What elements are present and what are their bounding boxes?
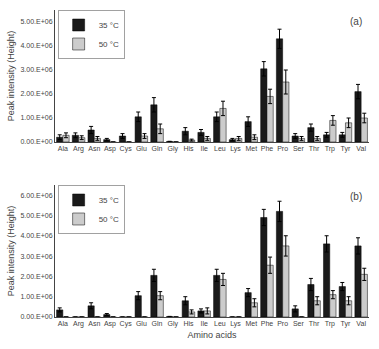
svg-text:Trp: Trp (325, 320, 335, 328)
svg-text:Thr: Thr (309, 320, 320, 327)
svg-text:Ser: Ser (293, 145, 305, 152)
svg-text:3.00.E+06: 3.00.E+06 (20, 66, 52, 73)
svg-text:Lys: Lys (230, 145, 241, 153)
svg-text:Gln: Gln (152, 320, 163, 327)
svg-text:Met: Met (245, 145, 257, 152)
svg-text:Cys: Cys (120, 320, 133, 328)
svg-text:Ile: Ile (200, 145, 208, 152)
svg-text:Thr: Thr (309, 145, 320, 152)
svg-text:3.00.E+06: 3.00.E+06 (20, 253, 52, 260)
svg-text:Arg: Arg (73, 145, 84, 153)
svg-text:Ser: Ser (293, 320, 305, 327)
svg-text:4.00.E+06: 4.00.E+06 (20, 232, 52, 239)
svg-text:35 °C: 35 °C (99, 196, 119, 205)
svg-text:Ala: Ala (58, 320, 68, 327)
svg-text:Glu: Glu (136, 145, 147, 152)
svg-text:Asp: Asp (104, 145, 116, 153)
svg-text:Arg: Arg (73, 320, 84, 328)
svg-text:(a): (a) (350, 16, 362, 27)
svg-text:Ala: Ala (58, 145, 68, 152)
svg-text:50 °C: 50 °C (99, 215, 119, 224)
svg-text:Val: Val (356, 145, 366, 152)
svg-text:0.00.E+00: 0.00.E+00 (20, 313, 52, 320)
svg-text:His: His (183, 320, 194, 327)
svg-text:2.00.E+06: 2.00.E+06 (20, 90, 52, 97)
svg-text:50 °C: 50 °C (99, 40, 119, 49)
svg-text:Val: Val (356, 320, 366, 327)
svg-text:Cys: Cys (120, 145, 133, 153)
svg-text:Leu: Leu (214, 145, 226, 152)
svg-text:35 °C: 35 °C (99, 21, 119, 30)
svg-text:Tyr: Tyr (341, 320, 351, 328)
svg-text:5.00.E+06: 5.00.E+06 (20, 18, 52, 25)
svg-text:Peak intensity (Height): Peak intensity (Height) (6, 206, 16, 297)
svg-text:2.00.E+06: 2.00.E+06 (20, 273, 52, 280)
svg-text:Gly: Gly (168, 145, 179, 153)
svg-text:Ile: Ile (200, 320, 208, 327)
svg-text:His: His (183, 145, 194, 152)
svg-text:Pro: Pro (277, 145, 288, 152)
svg-text:Trp: Trp (325, 145, 335, 153)
svg-text:4.00.E+06: 4.00.E+06 (20, 42, 52, 49)
svg-text:Leu: Leu (214, 320, 226, 327)
svg-text:Gly: Gly (168, 320, 179, 328)
svg-text:Gln: Gln (152, 145, 163, 152)
svg-text:Tyr: Tyr (341, 145, 351, 153)
svg-text:Asn: Asn (88, 145, 100, 152)
svg-text:Pro: Pro (277, 320, 288, 327)
svg-text:Peak intensity (Height): Peak intensity (Height) (6, 31, 16, 122)
svg-text:Phe: Phe (261, 145, 274, 152)
svg-text:6.00.E+06: 6.00.E+06 (20, 192, 52, 199)
svg-text:Met: Met (245, 320, 257, 327)
svg-text:Glu: Glu (136, 320, 147, 327)
svg-text:Asn: Asn (88, 320, 100, 327)
svg-text:Lys: Lys (230, 320, 241, 328)
svg-text:Phe: Phe (261, 320, 274, 327)
svg-text:(b): (b) (350, 191, 362, 202)
svg-text:0.00.E+00: 0.00.E+00 (20, 138, 52, 145)
svg-text:1.00.E+06: 1.00.E+06 (20, 114, 52, 121)
svg-text:5.00.E+06: 5.00.E+06 (20, 212, 52, 219)
svg-text:Asp: Asp (104, 320, 116, 328)
svg-text:1.00.E+06: 1.00.E+06 (20, 293, 52, 300)
svg-text:Amino acids: Amino acids (187, 330, 237, 340)
